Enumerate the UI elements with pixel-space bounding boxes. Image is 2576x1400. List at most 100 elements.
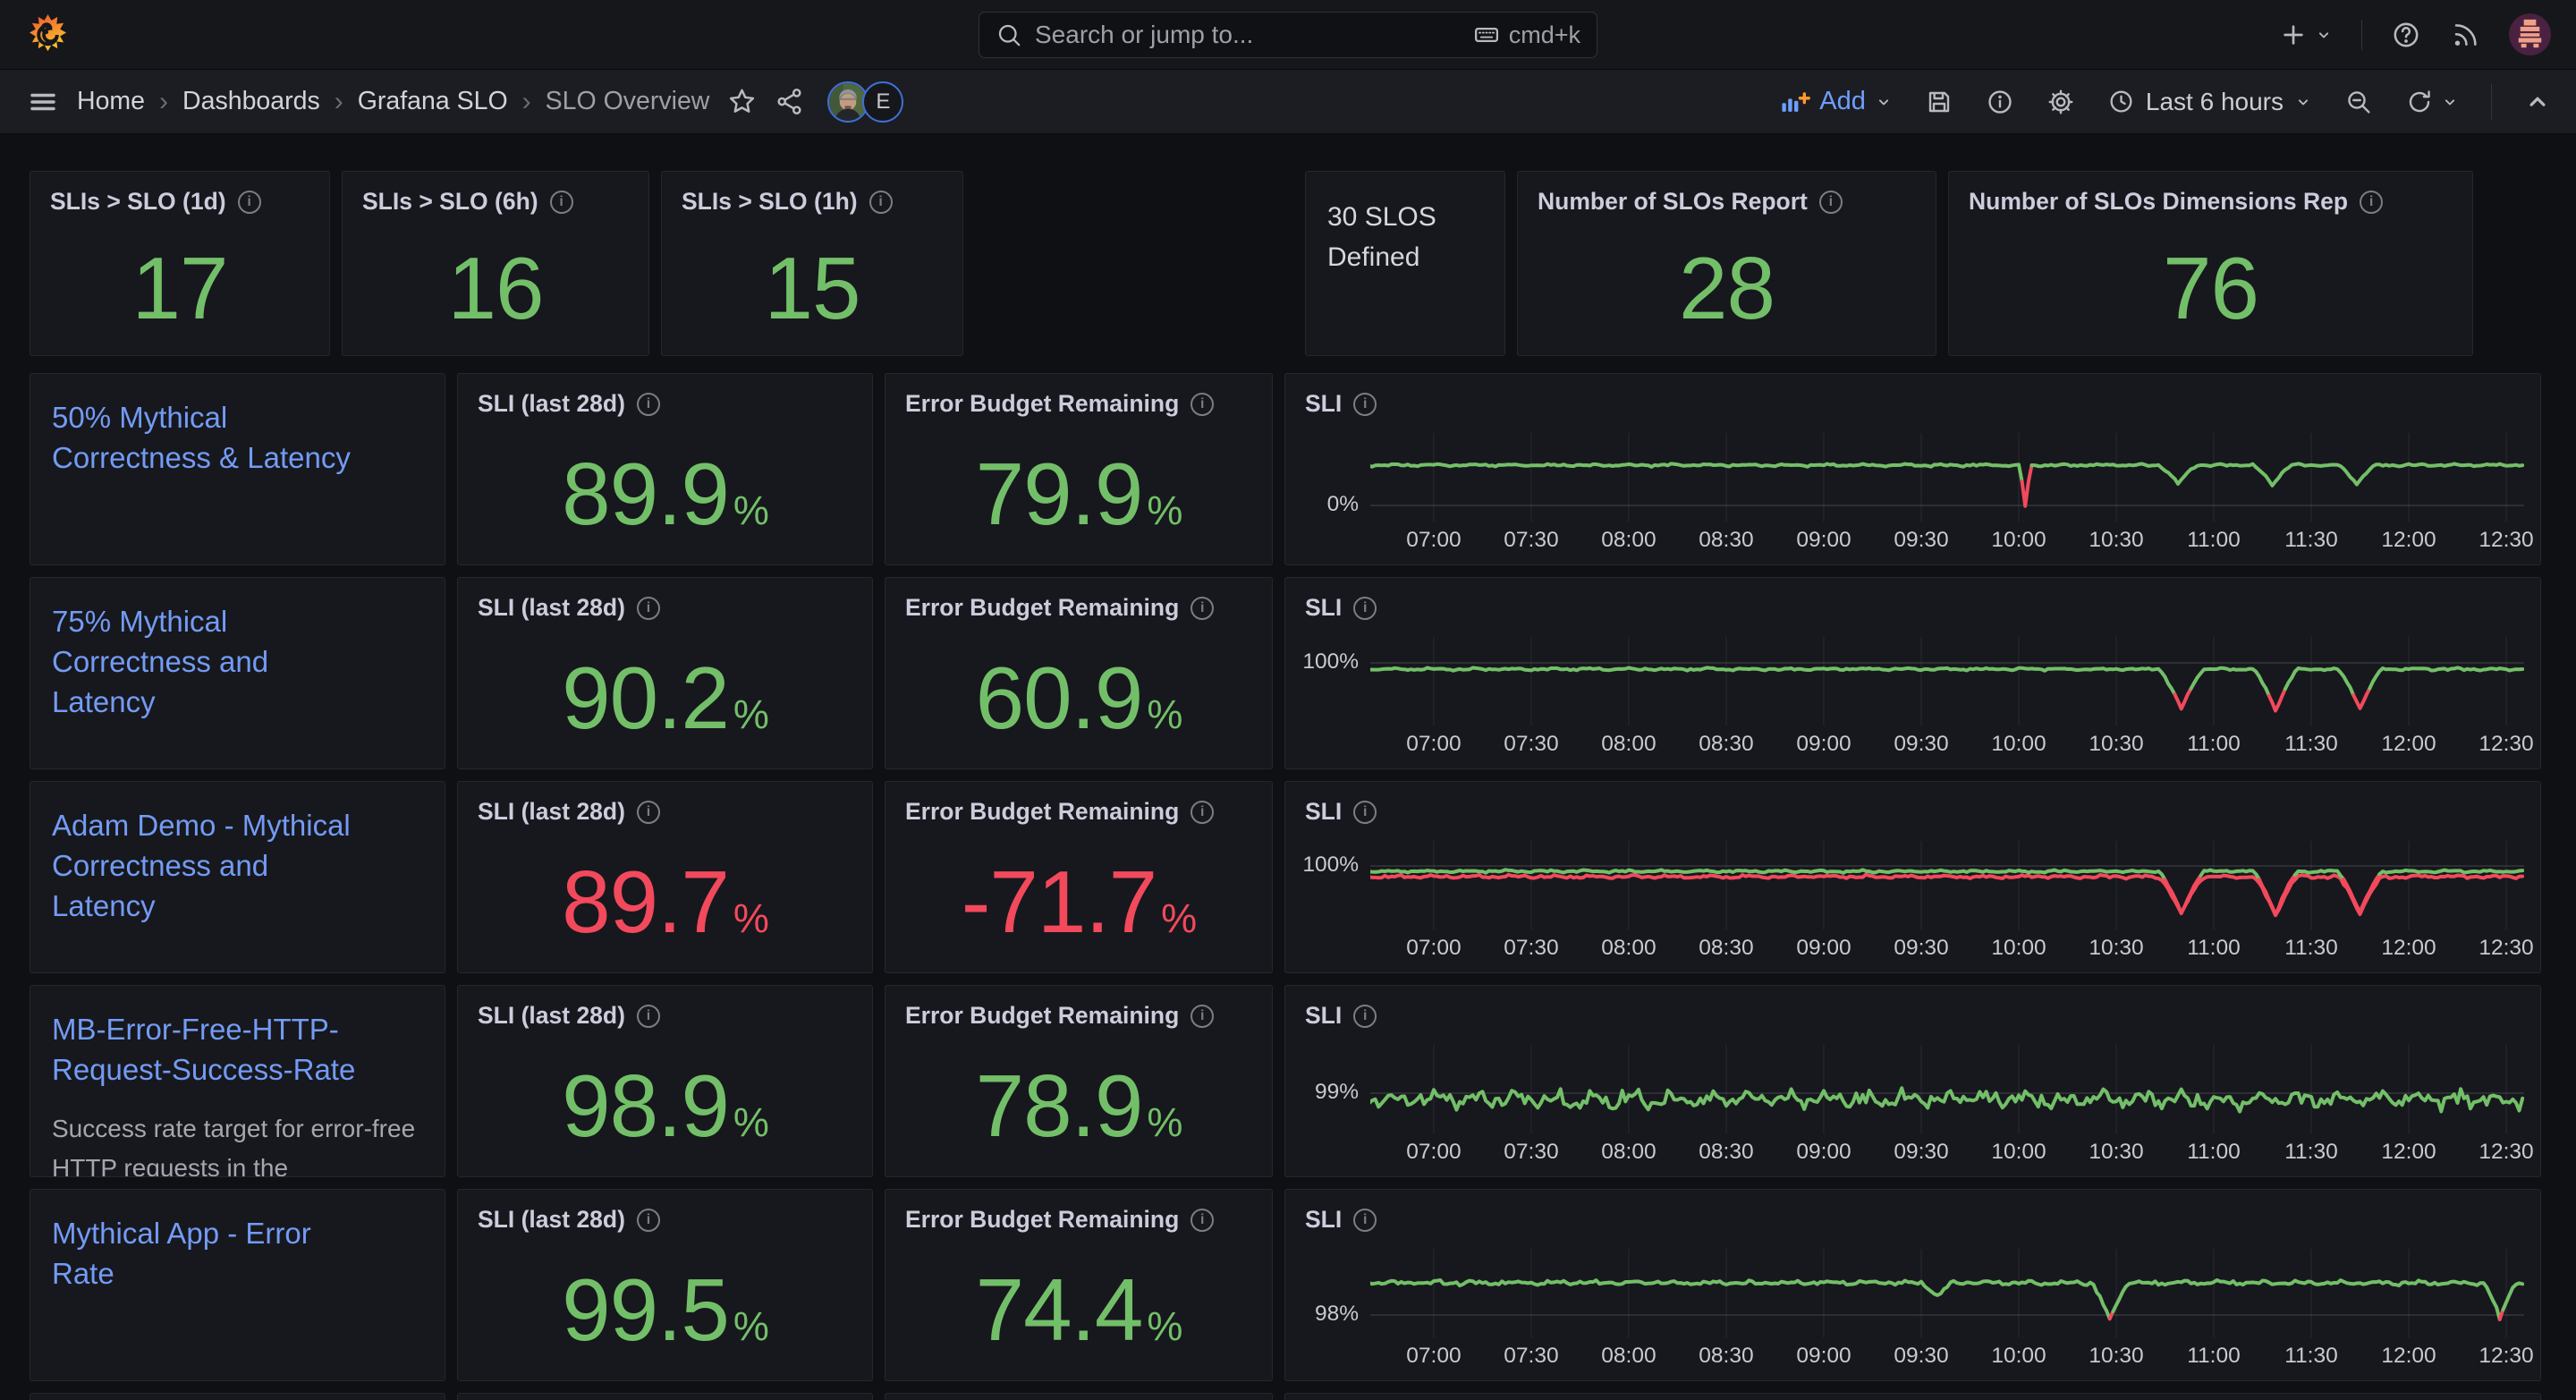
panel-title: SLI — [1305, 390, 1343, 417]
new-button[interactable] — [2279, 21, 2333, 49]
help-button[interactable] — [2391, 20, 2421, 50]
sli-value: 89.9% — [562, 444, 769, 543]
breadcrumb: Home › Dashboards › Grafana SLO › SLO Ov… — [77, 87, 709, 117]
viewer-avatar-e[interactable]: E — [862, 81, 904, 123]
info-icon[interactable] — [1191, 800, 1215, 824]
stat-panel-sli-1h[interactable]: SLIs > SLO (1h) 15 — [661, 171, 963, 356]
panel-title: SLI — [1305, 1002, 1343, 1029]
slo-link[interactable]: 75% Mythical Correctness and Latency — [52, 605, 269, 718]
zoom-out-button[interactable] — [2344, 88, 2373, 116]
help-icon — [2394, 22, 2419, 47]
panel-title: Error Budget Remaining — [905, 1206, 1180, 1233]
sli-value: 98.9% — [562, 1056, 769, 1155]
info-icon[interactable] — [237, 190, 261, 214]
info-icon[interactable] — [1353, 1004, 1377, 1028]
search-input[interactable]: Search or jump to... cmd+k — [979, 12, 1597, 58]
collapse-toolbar-button[interactable] — [2524, 89, 2551, 115]
y-axis-label: 100% — [1302, 853, 1359, 877]
slo-link[interactable]: Adam Demo - Mythical Correctness and Lat… — [52, 809, 351, 922]
time-range-picker[interactable]: Last 6 hours — [2107, 88, 2312, 116]
chevron-down-icon — [1878, 98, 1888, 105]
panel-title: Number of SLOs Report — [1538, 188, 1808, 215]
slo-name-panel — [30, 1393, 445, 1400]
stat-panel-sli-6h[interactable]: SLIs > SLO (6h) 16 — [342, 171, 649, 356]
stat-panel-slos-report[interactable]: Number of SLOs Report 28 — [1517, 171, 1936, 356]
panel-title: SLIs > SLO (6h) — [362, 188, 538, 215]
sli-stat-panel[interactable]: SLI (last 28d) 98.9% — [457, 985, 873, 1177]
sli-chart-panel[interactable]: SLI 98% 07:0007:3008:0008:3009:0009:3010… — [1284, 1189, 2541, 1381]
breadcrumb-separator: › — [334, 86, 343, 116]
error-budget-panel[interactable]: Error Budget Remaining -71.7% — [885, 781, 1273, 973]
add-panel-button[interactable]: Add — [1780, 87, 1893, 116]
plus-icon — [2284, 24, 2303, 45]
user-avatar[interactable] — [2509, 13, 2551, 55]
clock-icon — [2110, 90, 2132, 113]
info-icon[interactable] — [1818, 190, 1843, 214]
ebr-value: 79.9% — [975, 444, 1183, 543]
info-icon[interactable] — [2360, 190, 2384, 214]
save-icon — [1928, 91, 1950, 112]
news-button[interactable] — [2450, 20, 2480, 50]
info-icon[interactable] — [1191, 1004, 1215, 1028]
ebr-value: 60.9% — [975, 648, 1183, 747]
info-icon[interactable] — [636, 1004, 660, 1028]
info-icon[interactable] — [1191, 596, 1215, 620]
x-axis-labels: 07:00 07:30 08:00 08:30 09:00 09:30 10:00 10:30… — [1406, 1140, 2534, 1164]
rss-icon — [2454, 23, 2477, 46]
slo-link[interactable]: MB-Error-Free-HTTP-Request-Success-Rate — [52, 1013, 356, 1086]
slo-name-panel: 50% Mythical Correctness & Latency — [30, 373, 445, 565]
error-budget-panel[interactable]: Error Budget Remaining 79.9% — [885, 373, 1273, 565]
error-budget-panel[interactable]: Error Budget Remaining 74.4% — [885, 1189, 1273, 1381]
info-icon[interactable] — [636, 800, 660, 824]
error-budget-panel[interactable]: Error Budget Remaining 78.9% — [885, 985, 1273, 1177]
y-axis-label: 98% — [1314, 1302, 1359, 1326]
sli-chart-panel[interactable]: SLI 100% 07:0007:3008:0008:3009:0009:301… — [1284, 577, 2541, 769]
error-budget-panel[interactable]: Error Budget Remaining 60.9% — [885, 577, 1273, 769]
info-icon[interactable] — [1191, 392, 1215, 416]
sli-chart-panel[interactable]: SLI 0% 07:0007:3008:0008:3009:0009:3010:… — [1284, 373, 2541, 565]
dashboard-canvas: SLIs > SLO (1d) 17 SLIs > SLO (6h) 16 SL… — [0, 134, 2576, 1400]
breadcrumb-dashboards[interactable]: Dashboards — [182, 87, 320, 115]
slo-link[interactable]: Mythical App - Error Rate — [52, 1217, 311, 1290]
info-icon[interactable] — [1353, 596, 1377, 620]
sli-stat-panel[interactable]: SLI (last 28d) 89.9% — [457, 373, 873, 565]
breadcrumb-folder[interactable]: Grafana SLO — [357, 87, 508, 115]
slo-row-partial — [30, 1393, 2547, 1400]
favorite-button[interactable] — [727, 87, 757, 116]
share-button[interactable] — [775, 87, 804, 116]
dashboard-settings-button[interactable] — [2046, 88, 2075, 116]
info-icon[interactable] — [1353, 800, 1377, 824]
sli-stat-panel[interactable]: SLI (last 28d) 99.5% — [457, 1189, 873, 1381]
slo-name-panel: Adam Demo - Mythical Correctness and Lat… — [30, 781, 445, 973]
info-icon[interactable] — [869, 190, 893, 214]
breadcrumb-home[interactable]: Home — [77, 87, 146, 115]
info-icon[interactable] — [1191, 1208, 1215, 1232]
slo-link[interactable]: 50% Mythical Correctness & Latency — [52, 401, 351, 474]
info-icon[interactable] — [636, 392, 660, 416]
grafana-logo-icon[interactable] — [27, 13, 69, 55]
info-icon[interactable] — [1353, 1208, 1377, 1232]
sli-chart-panel[interactable]: SLI 99% 07:0007:3008:0008:3009:0009:3010… — [1284, 985, 2541, 1177]
dashboard-toolbar: Home › Dashboards › Grafana SLO › SLO Ov… — [0, 70, 2576, 134]
defined-text: 30 SLOS — [1327, 202, 1436, 232]
sli-value: 90.2% — [562, 648, 769, 747]
dashboard-insights-button[interactable] — [1986, 88, 2014, 116]
info-icon[interactable] — [636, 596, 660, 620]
viewer-avatar[interactable] — [827, 81, 869, 123]
refresh-button[interactable] — [2405, 88, 2459, 116]
mega-menu-button[interactable] — [27, 86, 59, 118]
stat-panel-slo-dimensions[interactable]: Number of SLOs Dimensions Rep 76 — [1948, 171, 2473, 356]
breadcrumb-current: SLO Overview — [545, 87, 710, 115]
info-icon[interactable] — [1353, 392, 1377, 416]
search-icon — [998, 24, 1021, 47]
stat-panel-sli-1d[interactable]: SLIs > SLO (1d) 17 — [30, 171, 330, 356]
save-dashboard-button[interactable] — [1925, 88, 1953, 116]
info-icon[interactable] — [636, 1208, 660, 1232]
sli-stat-panel[interactable]: SLI (last 28d) 90.2% — [457, 577, 873, 769]
info-icon[interactable] — [549, 190, 573, 214]
slos-defined-panel[interactable]: 30 SLOS Defined — [1305, 171, 1505, 356]
sli-stat-panel[interactable]: SLI (last 28d) 89.7% — [457, 781, 873, 973]
panel-title: SLI (last 28d) — [478, 594, 625, 621]
sli-timeseries — [1367, 1245, 2525, 1339]
sli-chart-panel[interactable]: SLI 100% 07:0007:3008:0008:3009:0009:301… — [1284, 781, 2541, 973]
